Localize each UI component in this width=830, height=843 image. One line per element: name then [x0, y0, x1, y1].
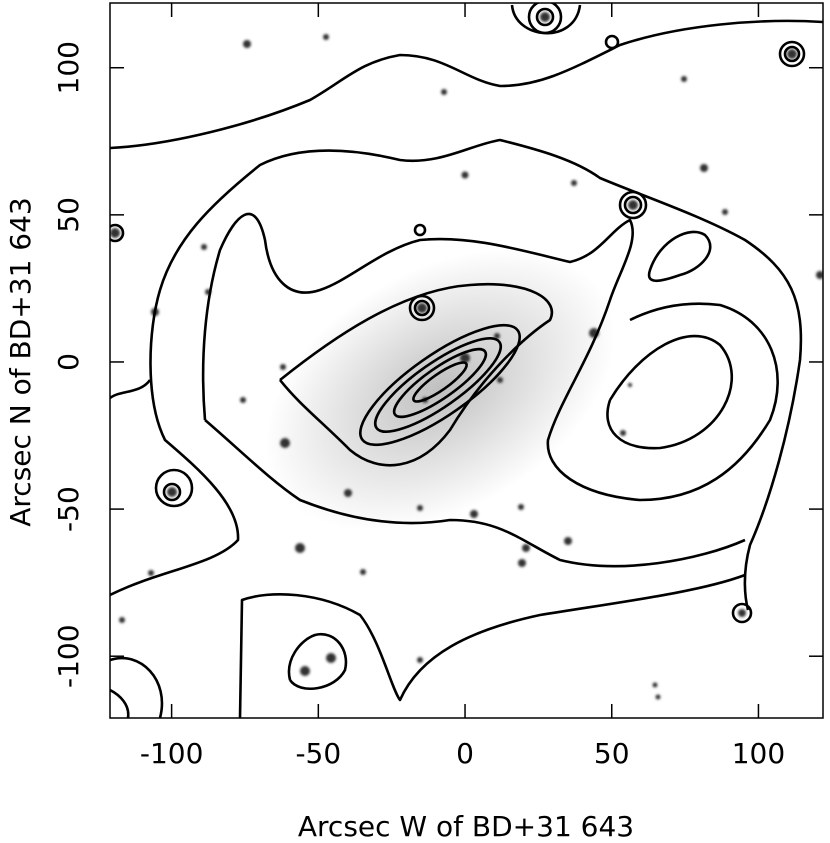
contour [201, 212, 779, 502]
contours [110, 3, 823, 718]
image [110, 3, 823, 718]
stars [110, 12, 823, 700]
y-tick-label: 100 [52, 41, 85, 94]
y-tick-label: 50 [52, 197, 85, 233]
x-tick-label: 100 [732, 737, 785, 770]
contour [731, 602, 753, 624]
contour [110, 379, 152, 400]
contour [110, 656, 164, 718]
contour [778, 40, 806, 68]
x-axis-label: Arcsec W of BD+31 643 [298, 810, 634, 843]
contour [162, 482, 182, 502]
contour [204, 419, 746, 568]
contour [604, 34, 620, 50]
y-axis-label: Arcsec N of BD+31 643 [4, 197, 37, 527]
x-tick-label: 50 [594, 737, 630, 770]
contour [110, 138, 803, 611]
nebula-glow [264, 249, 616, 531]
contour [618, 190, 648, 220]
contour [413, 223, 427, 237]
contour [287, 632, 348, 690]
contour [510, 4, 582, 35]
y-tick-label: -100 [52, 624, 85, 688]
x-tick-label: -50 [295, 737, 341, 770]
contour [535, 7, 555, 27]
x-tick-label: 0 [456, 737, 474, 770]
contour [110, 19, 823, 150]
contour [359, 323, 521, 447]
contour [392, 347, 488, 419]
contour [783, 45, 801, 63]
contour [110, 223, 125, 243]
contour [412, 361, 468, 403]
contour [154, 468, 194, 508]
y-tick-label: -50 [52, 486, 85, 532]
contour [373, 337, 503, 433]
x-tick-label: -100 [140, 737, 204, 770]
contour [413, 299, 431, 317]
contour [238, 573, 746, 718]
contour [408, 294, 436, 322]
contour [647, 230, 712, 283]
contour [623, 195, 643, 215]
y-tick-label: 0 [52, 353, 85, 371]
plot-frame [109, 2, 824, 719]
